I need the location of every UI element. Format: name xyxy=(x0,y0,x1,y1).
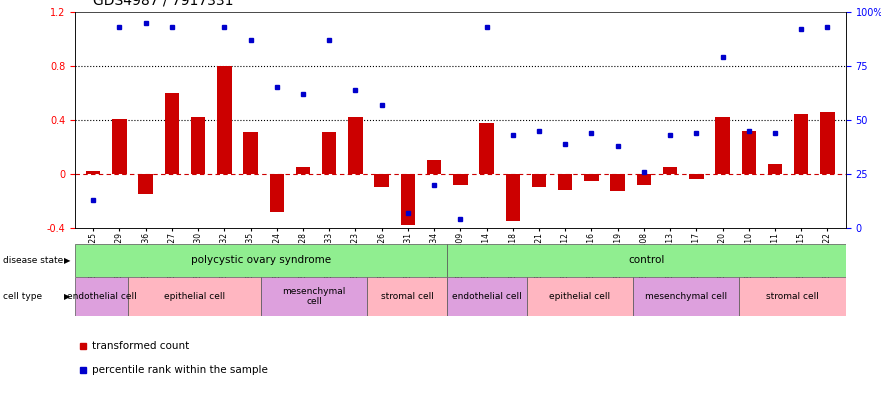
Text: epithelial cell: epithelial cell xyxy=(164,292,225,301)
Bar xyxy=(633,277,739,316)
Bar xyxy=(322,132,337,174)
Bar xyxy=(191,117,205,174)
Bar xyxy=(794,114,809,174)
Bar xyxy=(86,171,100,174)
Text: transformed count: transformed count xyxy=(92,340,189,351)
Text: control: control xyxy=(628,255,664,265)
Text: stromal cell: stromal cell xyxy=(766,292,819,301)
Text: endothelial cell: endothelial cell xyxy=(67,292,137,301)
Text: GDS4987 / 7917331: GDS4987 / 7917331 xyxy=(93,0,233,8)
Bar xyxy=(820,112,834,174)
Bar xyxy=(427,160,441,174)
Bar xyxy=(742,130,756,174)
Text: mesenchymal cell: mesenchymal cell xyxy=(645,292,728,301)
Bar xyxy=(453,174,468,185)
Text: disease state: disease state xyxy=(3,256,63,265)
Bar xyxy=(75,244,447,277)
Bar xyxy=(637,174,651,185)
Bar xyxy=(479,123,493,174)
Bar xyxy=(447,277,527,316)
Bar xyxy=(243,132,258,174)
Text: stromal cell: stromal cell xyxy=(381,292,433,301)
Text: polycystic ovary syndrome: polycystic ovary syndrome xyxy=(191,255,331,265)
Bar xyxy=(296,167,310,174)
Bar xyxy=(506,174,520,221)
Bar xyxy=(75,277,128,316)
Bar xyxy=(739,277,846,316)
Text: cell type: cell type xyxy=(3,292,41,301)
Bar xyxy=(261,277,367,316)
Bar xyxy=(128,277,261,316)
Bar xyxy=(584,174,598,181)
Bar xyxy=(348,117,363,174)
Bar xyxy=(367,277,447,316)
Text: mesenchymal
cell: mesenchymal cell xyxy=(283,287,346,306)
Bar xyxy=(663,167,677,174)
Bar xyxy=(138,174,153,194)
Text: ▶: ▶ xyxy=(64,256,70,265)
Bar xyxy=(447,244,846,277)
Bar xyxy=(558,174,573,190)
Bar xyxy=(689,174,704,179)
Bar xyxy=(532,174,546,187)
Bar xyxy=(715,117,729,174)
Bar xyxy=(165,93,179,174)
Bar xyxy=(611,174,625,191)
Text: epithelial cell: epithelial cell xyxy=(550,292,611,301)
Text: endothelial cell: endothelial cell xyxy=(452,292,522,301)
Bar xyxy=(270,174,284,212)
Text: percentile rank within the sample: percentile rank within the sample xyxy=(92,365,268,375)
Bar xyxy=(401,174,415,225)
Text: ▶: ▶ xyxy=(64,292,70,301)
Bar xyxy=(217,66,232,174)
Bar xyxy=(767,164,782,174)
Bar xyxy=(374,174,389,187)
Bar xyxy=(112,119,127,174)
Bar xyxy=(527,277,633,316)
